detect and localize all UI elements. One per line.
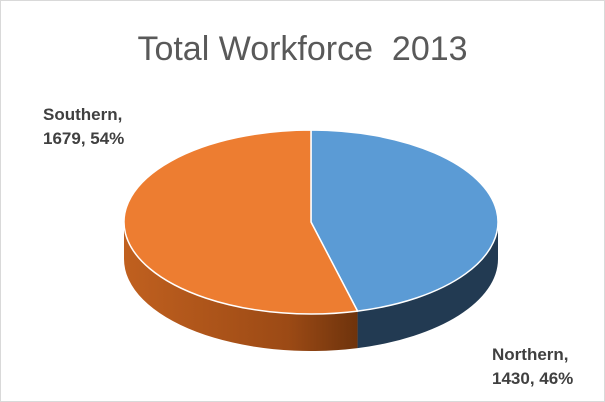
northern-data-label: Northern, 1430, 46%	[492, 343, 573, 391]
pie-tops	[123, 129, 499, 315]
northern-slice-side	[357, 222, 498, 349]
pie-sides	[124, 222, 498, 352]
northern-label-name: Northern,	[492, 345, 569, 364]
southern-slice-side	[124, 222, 358, 352]
southern-data-label: Southern, 1679, 54%	[43, 103, 124, 151]
southern-label-value: 1679, 54%	[43, 129, 125, 148]
northern-slice	[310, 129, 499, 312]
northern-label-value: 1430, 46%	[492, 369, 574, 388]
southern-label-name: Southern,	[43, 105, 123, 124]
chart-title: Total Workforce 2013	[137, 30, 468, 68]
southern-slice	[123, 129, 359, 315]
